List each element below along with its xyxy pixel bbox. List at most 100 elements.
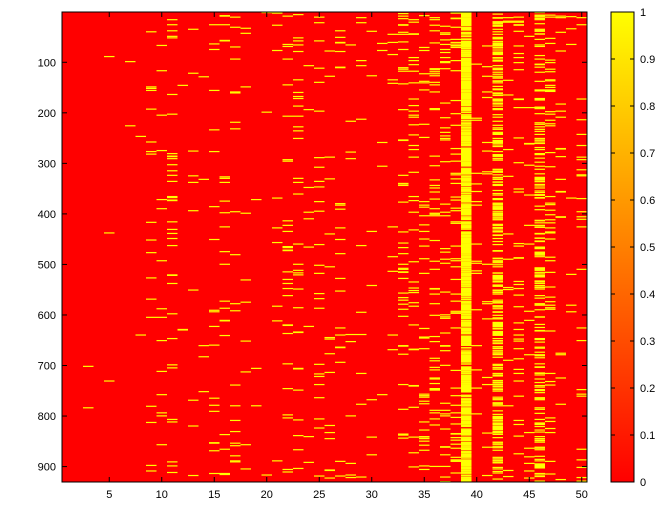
heatmap-cell-hit xyxy=(461,13,472,15)
heatmap-cell-hit xyxy=(461,141,472,143)
heatmap-cell-hit xyxy=(419,336,430,338)
heatmap-cell-hit xyxy=(293,91,304,94)
heatmap-cell-hit xyxy=(387,226,398,228)
heatmap-cell-hit xyxy=(555,103,566,105)
heatmap-cell-hit xyxy=(513,306,524,308)
x-tick-label: 50 xyxy=(576,489,588,501)
heatmap-cell-hit xyxy=(440,135,451,137)
heatmap-cell-hit xyxy=(482,432,493,434)
heatmap-cell-hit xyxy=(461,129,472,132)
heatmap-cell-hit xyxy=(492,305,503,307)
heatmap-cell-hit xyxy=(461,276,472,281)
heatmap-cell-hit xyxy=(492,207,503,210)
heatmap-cell-hit xyxy=(492,223,503,225)
heatmap-cell-hit xyxy=(450,416,461,419)
heatmap-cell-hit xyxy=(492,132,503,134)
heatmap-cell-hit xyxy=(387,82,398,84)
heatmap-cell-hit xyxy=(545,427,556,430)
heatmap-cell-hit xyxy=(461,295,472,297)
heatmap-cell-hit xyxy=(293,389,304,391)
heatmap-cell-hit xyxy=(492,67,503,69)
heatmap-cell-hit xyxy=(503,359,514,361)
heatmap-cell-hit xyxy=(492,383,503,386)
heatmap-cell-hit xyxy=(135,334,146,336)
heatmap-cell-hit xyxy=(366,30,377,32)
heatmap-cell-hit xyxy=(398,433,409,435)
heatmap-cell-hit xyxy=(398,437,409,439)
heatmap-cell-hit xyxy=(419,230,430,233)
heatmap-cell-hit xyxy=(534,28,545,30)
heatmap-cell-hit xyxy=(534,253,545,255)
heatmap-cell-hit xyxy=(461,429,472,433)
heatmap-cell-hit xyxy=(461,216,472,218)
heatmap-cell-hit xyxy=(503,21,514,23)
heatmap-cell-hit xyxy=(545,166,556,168)
heatmap-cell-hit xyxy=(167,37,178,39)
heatmap-cell-hit xyxy=(314,16,325,18)
heatmap-cell-hit xyxy=(492,42,503,44)
heatmap-cell-hit xyxy=(576,175,587,177)
heatmap-cell-hit xyxy=(545,214,556,216)
heatmap-cell-hit xyxy=(303,246,314,248)
heatmap-cell-hit xyxy=(492,431,503,434)
heatmap-cell-hit xyxy=(492,275,503,277)
heatmap-cell-hit xyxy=(492,181,503,183)
heatmap-cell-hit xyxy=(461,12,472,14)
heatmap-plot: 5 10 15 20 25 30 35 40 45 50 100 200 300 400 500 600 70… xyxy=(38,11,588,501)
heatmap-cell-hit xyxy=(492,311,503,313)
heatmap-cell-hit xyxy=(461,404,472,407)
heatmap-cell-hit xyxy=(461,244,472,247)
heatmap-cell-hit xyxy=(513,137,524,139)
heatmap-cell-hit xyxy=(461,347,472,349)
heatmap-cell-hit xyxy=(461,424,472,426)
heatmap-cell-hit xyxy=(156,444,167,446)
heatmap-cell-hit xyxy=(471,201,482,203)
heatmap-cell-hit xyxy=(461,188,472,192)
heatmap-cell-hit xyxy=(398,109,409,111)
heatmap-cell-hit xyxy=(188,181,199,184)
heatmap-cell-hit xyxy=(545,260,556,262)
heatmap-cell-hit xyxy=(345,415,356,417)
heatmap-cell-hit xyxy=(461,331,472,335)
heatmap-cell-hit xyxy=(230,303,241,305)
heatmap-cell-hit xyxy=(513,380,524,382)
heatmap-cell-hit xyxy=(492,116,503,118)
heatmap-cell-hit xyxy=(513,435,524,437)
heatmap-cell-hit xyxy=(555,178,566,180)
heatmap-cell-hit xyxy=(492,142,503,144)
heatmap-cell-hit xyxy=(576,393,587,395)
heatmap-cell-hit xyxy=(450,437,461,439)
heatmap-cell-hit xyxy=(492,141,503,143)
heatmap-cell-hit xyxy=(461,142,472,144)
heatmap-cell-hit xyxy=(534,392,545,394)
heatmap-cell-hit xyxy=(219,24,230,26)
heatmap-cell-hit xyxy=(461,374,472,376)
heatmap-cell-hit xyxy=(461,53,472,56)
heatmap-cell-hit xyxy=(534,178,545,180)
heatmap-cell-hit xyxy=(492,13,503,15)
heatmap-cell-hit xyxy=(167,30,178,32)
heatmap-cell-hit xyxy=(461,80,472,90)
heatmap-cell-hit xyxy=(492,51,503,54)
heatmap-cell-hit xyxy=(534,431,545,433)
heatmap-cell-hit xyxy=(461,225,472,229)
heatmap-cell-hit xyxy=(471,345,482,347)
heatmap-cell-hit xyxy=(534,146,545,149)
heatmap-cell-hit xyxy=(282,417,293,419)
heatmap-cell-hit xyxy=(471,387,482,389)
heatmap-cell-hit xyxy=(492,332,503,334)
heatmap-cell-hit xyxy=(314,418,325,420)
heatmap-cell-hit xyxy=(492,120,503,122)
heatmap-cell-hit xyxy=(534,346,545,348)
heatmap-cell-hit xyxy=(461,73,472,75)
heatmap-cell-hit xyxy=(471,63,482,65)
heatmap-cell-hit xyxy=(545,111,556,113)
heatmap-cell-hit xyxy=(387,334,398,336)
heatmap-cell-hit xyxy=(398,41,409,43)
heatmap-cell-hit xyxy=(219,200,230,202)
heatmap-cell-hit xyxy=(503,258,514,260)
heatmap-cell-hit xyxy=(408,21,419,23)
heatmap-cell-hit xyxy=(408,171,419,173)
heatmap-cell-hit xyxy=(471,260,482,262)
heatmap-cell-hit xyxy=(461,425,472,428)
